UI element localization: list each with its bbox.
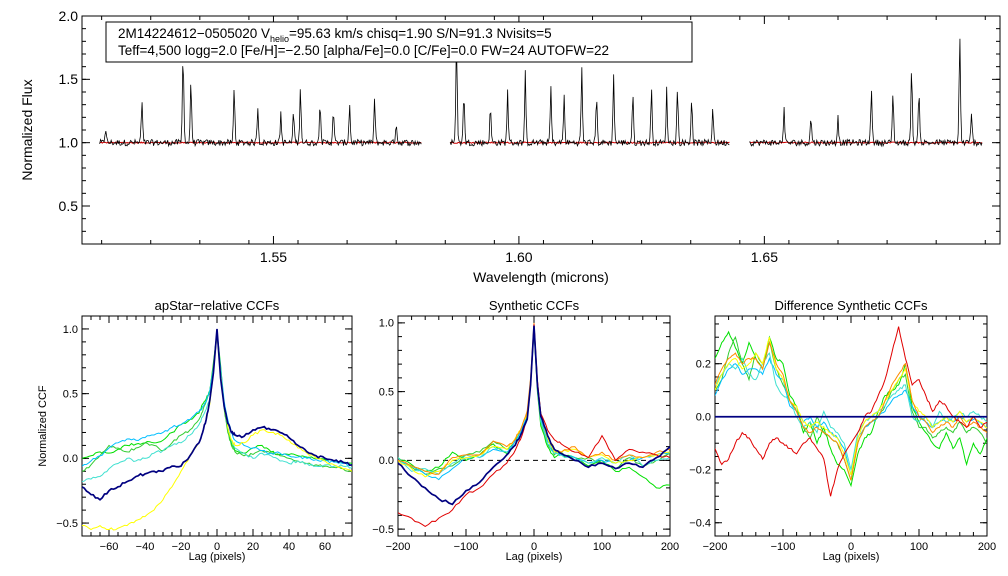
x-tick-label: 0 [531,541,537,553]
ccf-series-visit-5 [715,337,987,476]
x-tick-label: 100 [593,541,611,553]
y-tick-label: 0.5 [379,386,394,398]
spectrum-lines [99,38,983,148]
panel-title: apStar−relative CCFs [155,298,280,313]
y-axis-label: Normalized Flux [19,79,35,180]
y-tick-label: 0.5 [63,388,78,400]
x-axis-label: Lag (pixels) [823,551,880,563]
y-tick-label: 1.0 [59,135,79,151]
x-tick-label: 1.55 [260,249,287,265]
ccf-curves [715,326,987,497]
y-tick-label: 0.2 [696,359,711,371]
observed-spectrum-chip-1 [99,66,422,148]
x-tick-label: 1.60 [505,249,532,265]
x-tick-label: −40 [136,541,155,553]
x-tick-label: −200 [703,541,728,553]
x-tick-label: 0 [848,541,854,553]
panel-title: Difference Synthetic CCFs [775,298,928,313]
x-tick-label: 1.65 [751,249,778,265]
x-tick-label: −60 [100,541,119,553]
apstar-ccf-panel: −60 −40 −20 0 20 40 60 −0.5 0.0 0.5 1.0 Lag (pixels… [37,298,353,563]
y-tick-label: 0.0 [696,412,711,424]
ccf-series-combined [82,328,352,501]
ccf-series-visit-6 [398,322,670,475]
annotation-line-1-subscript: helio [270,34,289,44]
x-axis-label: Lag (pixels) [506,551,563,563]
x-tick-label: 200 [661,541,679,553]
observed-spectrum-chip-2 [449,38,730,148]
x-tick-label: −200 [386,541,411,553]
y-tick-label: −0.5 [56,518,78,530]
ccf-curves [398,322,670,527]
synthetic-ccf-panel: −200 −100 0 100 200 −0.5 0.0 0.5 1.0 Lag (pixels)… [372,298,679,563]
y-tick-label: 0.5 [59,198,79,214]
y-axis-label: Normalized CCF [37,385,49,467]
annotation-line-2: Teff=4,500 logg=2.0 [Fe/H]=−2.50 [alpha/… [118,43,609,58]
y-tick-label: 2.0 [59,8,79,24]
x-tick-label: 60 [319,541,331,553]
model-spectrum-chip-2 [449,141,730,145]
y-tick-label: 1.0 [379,318,394,330]
x-tick-label: 20 [247,541,259,553]
x-tick-label: −100 [771,541,796,553]
x-axis-label: Wavelength (microns) [473,269,609,285]
y-tick-label: 1.0 [63,324,78,336]
y-tick-label: 0.0 [63,453,78,465]
x-tick-label: −100 [454,541,479,553]
x-tick-label: 40 [283,541,295,553]
observed-spectrum-chip-3 [749,38,983,148]
x-axis-label: Lag (pixels) [189,551,246,563]
x-tick-label: 0 [214,541,220,553]
y-tick-label: 1.5 [59,71,79,87]
annotation-line-1-suffix: =95.63 km/s chisq=1.90 S/N=91.3 Nvisits=… [289,26,552,41]
ccf-series-combined [398,325,670,506]
ccf-series-visit-4 [715,352,987,470]
difference-ccf-panel: −200 −100 0 100 200 −0.4 −0.2 0.0 0.2 Lag (pixels… [689,298,996,563]
annotation-line-1: 2M14224612−0505020 Vhelio=95.63 km/s chi… [118,26,552,44]
ccf-curves [82,328,352,531]
y-tick-label: 0.0 [379,455,394,467]
y-tick-label: −0.5 [372,524,394,536]
ccf-series-visit-6 [715,340,987,481]
y-tick-label: −0.4 [689,518,711,530]
annotation-line-1-prefix: 2M14224612−0505020 V [118,26,270,41]
spectrum-panel: 1.55 1.60 1.65 0.5 1.0 1.5 2.0 Wavelength (micr… [19,8,1001,285]
x-tick-label: −20 [172,541,191,553]
y-tick-label: −0.2 [689,465,711,477]
x-tick-label: 200 [978,541,996,553]
panel-title: Synthetic CCFs [489,298,580,313]
annotation-box [105,21,693,63]
ccf-series-visit-7 [398,324,670,527]
ccf-series-visit-7 [715,326,987,497]
x-tick-label: 100 [910,541,928,553]
